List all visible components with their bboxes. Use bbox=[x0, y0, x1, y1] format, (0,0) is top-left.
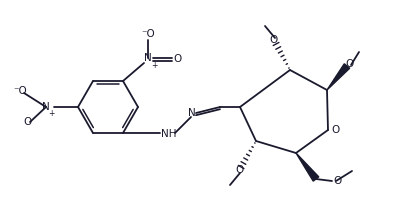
Text: O: O bbox=[333, 176, 341, 186]
Polygon shape bbox=[327, 64, 350, 90]
Text: O: O bbox=[331, 125, 339, 135]
Text: +: + bbox=[151, 61, 157, 70]
Text: N: N bbox=[144, 53, 152, 63]
Text: O: O bbox=[23, 117, 31, 127]
Text: O: O bbox=[270, 35, 278, 45]
Text: ⁻O: ⁻O bbox=[141, 29, 155, 39]
Text: NH: NH bbox=[161, 129, 177, 139]
Text: O: O bbox=[235, 165, 243, 175]
Text: O: O bbox=[173, 54, 181, 64]
Text: ⁻O: ⁻O bbox=[13, 86, 27, 96]
Text: N: N bbox=[42, 102, 50, 112]
Polygon shape bbox=[296, 153, 319, 181]
Text: N: N bbox=[188, 108, 196, 118]
Text: O: O bbox=[345, 59, 353, 69]
Text: +: + bbox=[48, 108, 54, 117]
